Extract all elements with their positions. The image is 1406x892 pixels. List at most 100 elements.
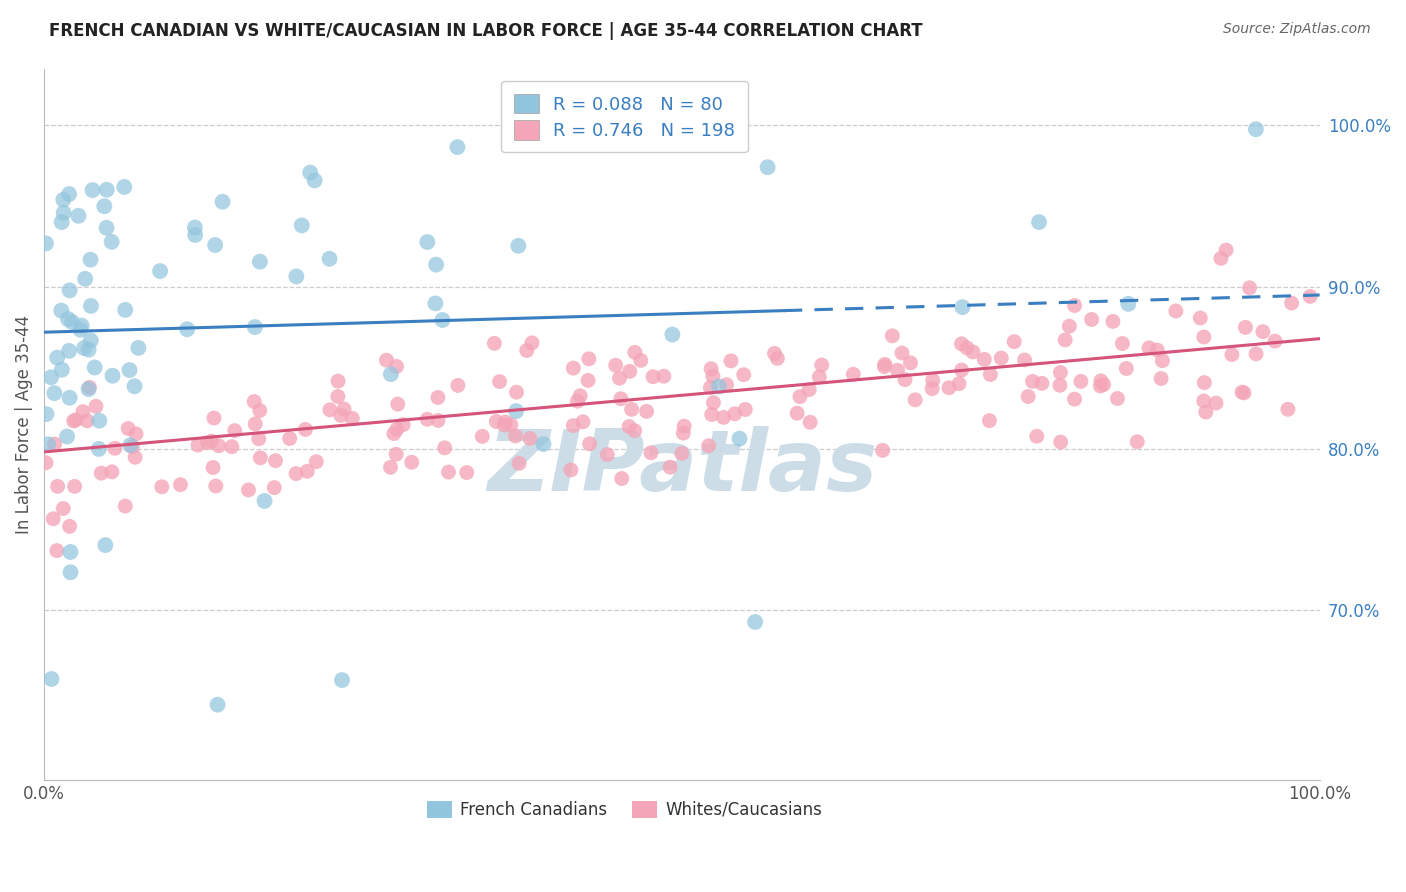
Point: [505, 404, 527, 418]
Point: [87, 442, 110, 456]
Point: [101, 465, 124, 479]
Point: [380, 460, 402, 475]
Point: [979, 414, 1001, 428]
Point: [84, 400, 107, 414]
Point: [114, 302, 136, 317]
Point: [1102, 314, 1125, 328]
Point: [904, 392, 927, 407]
Point: [51, 363, 73, 377]
Point: [433, 441, 456, 455]
Point: [70, 318, 93, 333]
Point: [605, 358, 627, 372]
Text: ZIPatlas: ZIPatlas: [486, 425, 877, 508]
Point: [950, 336, 973, 351]
Text: Source: ZipAtlas.com: Source: ZipAtlas.com: [1223, 22, 1371, 37]
Point: [1118, 297, 1140, 311]
Point: [392, 417, 415, 432]
Point: [447, 378, 470, 392]
Point: [127, 341, 149, 355]
Point: [700, 361, 723, 376]
Point: [508, 456, 530, 470]
Point: [385, 422, 408, 436]
Point: [120, 438, 142, 452]
Point: [63, 479, 86, 493]
Point: [1063, 298, 1085, 312]
Point: [69, 323, 91, 337]
Point: [567, 394, 589, 409]
Point: [873, 357, 896, 371]
Point: [401, 455, 423, 469]
Point: [763, 346, 786, 360]
Point: [416, 412, 439, 426]
Point: [197, 435, 219, 450]
Point: [1107, 392, 1129, 406]
Point: [1092, 377, 1115, 392]
Point: [96, 183, 118, 197]
Point: [494, 418, 516, 433]
Point: [202, 411, 225, 425]
Point: [873, 359, 896, 374]
Point: [1028, 215, 1050, 229]
Point: [1137, 341, 1160, 355]
Point: [956, 341, 979, 355]
Point: [285, 467, 308, 481]
Point: [94, 538, 117, 552]
Text: FRENCH CANADIAN VS WHITE/CAUCASIAN IN LABOR FORCE | AGE 35-44 CORRELATION CHART: FRENCH CANADIAN VS WHITE/CAUCASIAN IN LA…: [49, 22, 922, 40]
Point: [35, 236, 58, 251]
Point: [249, 403, 271, 417]
Point: [342, 411, 364, 425]
Point: [56, 429, 79, 443]
Point: [121, 440, 143, 454]
Point: [1021, 375, 1043, 389]
Point: [101, 368, 124, 383]
Point: [1150, 371, 1173, 385]
Point: [45, 543, 67, 558]
Point: [640, 446, 662, 460]
Point: [278, 432, 301, 446]
Point: [673, 419, 696, 434]
Point: [484, 336, 506, 351]
Point: [1017, 390, 1039, 404]
Point: [891, 346, 914, 360]
Point: [72, 404, 94, 418]
Point: [82, 183, 104, 197]
Point: [1063, 392, 1085, 406]
Point: [59, 519, 82, 533]
Point: [169, 477, 191, 491]
Point: [150, 480, 173, 494]
Point: [80, 334, 103, 348]
Point: [1194, 376, 1216, 390]
Point: [93, 199, 115, 213]
Point: [58, 343, 80, 358]
Point: [297, 464, 319, 478]
Point: [520, 335, 543, 350]
Point: [471, 429, 494, 443]
Point: [59, 566, 82, 580]
Point: [1195, 405, 1218, 419]
Point: [299, 166, 322, 180]
Point: [702, 395, 724, 409]
Point: [117, 421, 139, 435]
Point: [1014, 353, 1036, 368]
Point: [114, 499, 136, 513]
Point: [77, 382, 100, 396]
Y-axis label: In Labor Force | Age 35-44: In Labor Force | Age 35-44: [15, 315, 32, 534]
Point: [1215, 243, 1237, 257]
Point: [77, 343, 100, 357]
Point: [617, 419, 640, 434]
Point: [948, 376, 970, 391]
Point: [1146, 343, 1168, 357]
Point: [263, 481, 285, 495]
Point: [921, 382, 943, 396]
Point: [699, 380, 721, 394]
Point: [636, 404, 658, 418]
Point: [569, 389, 592, 403]
Point: [73, 341, 96, 355]
Point: [1244, 122, 1267, 136]
Point: [1002, 334, 1025, 349]
Point: [562, 418, 585, 433]
Point: [624, 345, 647, 359]
Point: [900, 356, 922, 370]
Point: [96, 220, 118, 235]
Point: [149, 264, 172, 278]
